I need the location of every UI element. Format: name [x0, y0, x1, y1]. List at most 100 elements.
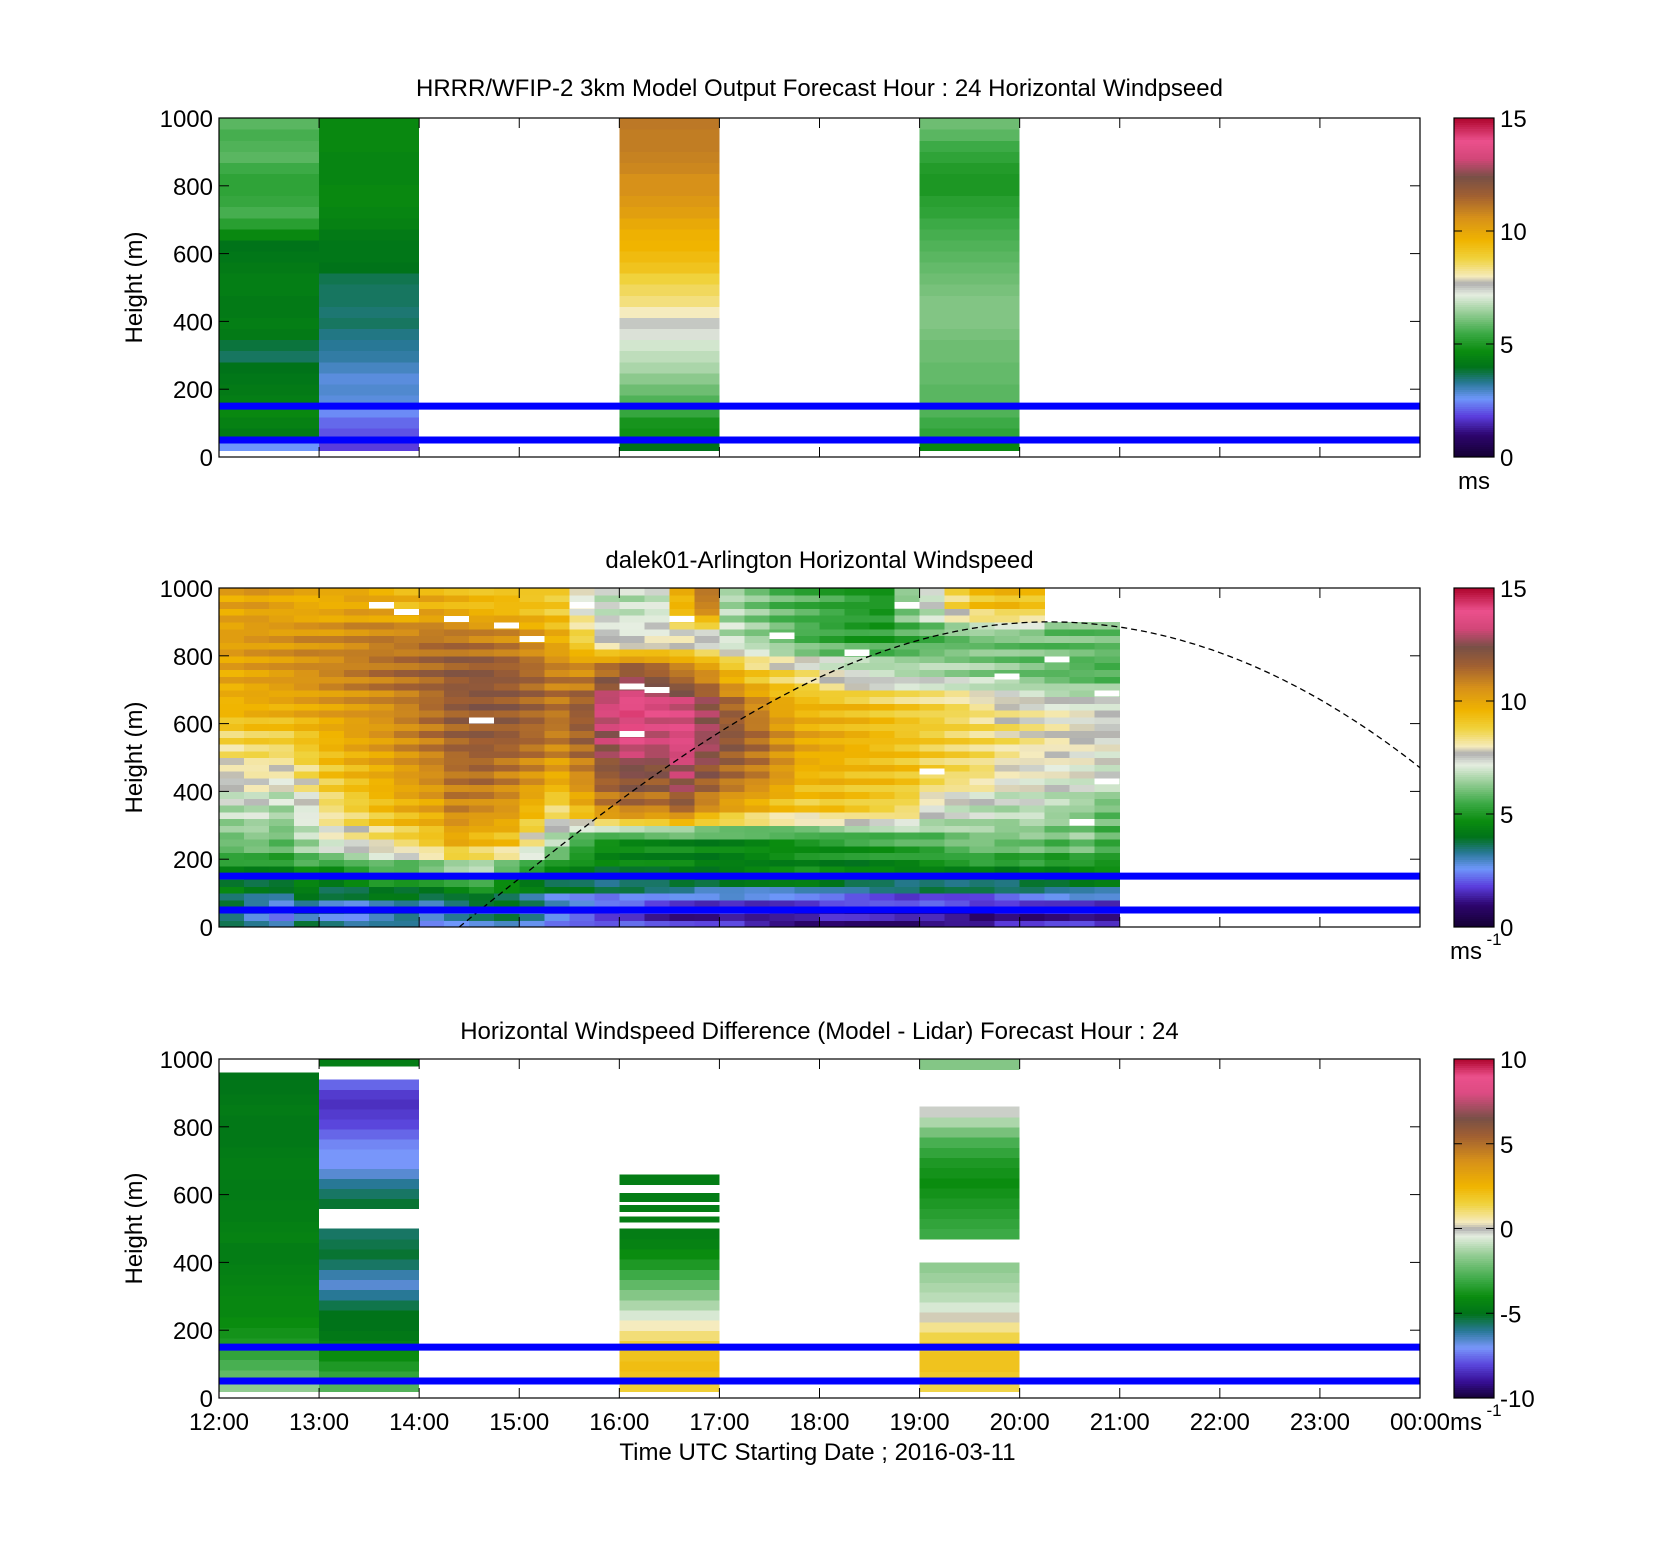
data-cell	[294, 628, 320, 637]
data-cell	[494, 838, 520, 847]
data-cell	[544, 716, 570, 725]
data-cell	[894, 920, 921, 928]
data-cell	[769, 608, 795, 616]
data-cell	[219, 757, 245, 765]
colorbar-swatch	[1454, 420, 1494, 424]
data-cell	[894, 628, 921, 637]
colorbar-swatch	[1454, 228, 1494, 231]
data-cell	[494, 649, 520, 657]
data-cell	[719, 859, 745, 867]
data-cell	[994, 743, 1021, 752]
data-cell	[419, 818, 445, 826]
data-cell	[894, 676, 921, 684]
data-cell	[819, 601, 845, 609]
data-cell	[319, 791, 345, 799]
data-cell	[619, 1174, 720, 1186]
data-cell	[819, 825, 845, 833]
colorbar-swatch	[1454, 359, 1494, 363]
colorbar-swatch	[1454, 181, 1494, 185]
data-cell	[369, 710, 395, 718]
data-cell	[319, 206, 420, 219]
data-cell	[994, 615, 1021, 623]
data-cell	[969, 879, 996, 887]
data-cell	[444, 777, 470, 786]
missing-data-cell	[519, 636, 545, 643]
colorbar-swatch	[1454, 1080, 1494, 1083]
data-cell	[1094, 879, 1121, 887]
data-cell	[794, 655, 820, 664]
colorbar-swatch	[1454, 213, 1494, 217]
data-cell	[619, 284, 720, 296]
data-cell	[794, 649, 820, 657]
data-cell	[819, 743, 845, 752]
data-cell	[869, 750, 895, 759]
data-cell	[319, 730, 345, 738]
data-cell	[269, 662, 295, 670]
data-cell	[519, 852, 545, 860]
colorbar-swatch	[1454, 683, 1494, 687]
colorbar-swatch	[1454, 850, 1494, 854]
data-cell	[519, 825, 545, 833]
data-cell	[844, 628, 870, 637]
colorbar-swatch	[1454, 162, 1494, 166]
data-cell	[619, 852, 645, 860]
colorbar-swatch	[1454, 1245, 1494, 1249]
colorbar-swatch	[1454, 721, 1494, 725]
colorbar-swatch	[1454, 765, 1494, 769]
data-cell	[619, 757, 645, 765]
data-cell	[619, 262, 720, 274]
colorbar-swatch	[1454, 1243, 1494, 1247]
data-cell	[744, 791, 770, 799]
data-cell	[519, 920, 545, 928]
data-cell	[819, 716, 845, 725]
data-cell	[219, 250, 320, 263]
colorbar-swatch	[1454, 120, 1494, 123]
colorbar-swatch	[1454, 283, 1494, 286]
data-cell	[1019, 710, 1046, 718]
colorbar-swatch	[1454, 151, 1494, 155]
data-cell	[494, 764, 520, 772]
colorbar-swatch	[1454, 190, 1494, 193]
data-cell	[219, 1146, 320, 1159]
data-cell	[719, 669, 745, 677]
data-cell	[969, 689, 996, 698]
data-cell	[1044, 635, 1071, 643]
data-cell	[219, 1072, 320, 1084]
data-cell	[219, 1348, 320, 1360]
data-cell	[494, 642, 520, 650]
data-cell	[969, 852, 996, 860]
data-cell	[894, 655, 921, 664]
data-cell	[394, 899, 420, 908]
colorbar-swatch	[1454, 143, 1494, 147]
colorbar-swatch	[1454, 1349, 1494, 1352]
data-cell	[669, 764, 695, 772]
data-cell	[619, 805, 645, 813]
data-cell	[794, 737, 820, 745]
data-cell	[919, 129, 1020, 141]
data-cell	[594, 696, 620, 704]
data-cell	[369, 689, 395, 698]
data-cell	[1069, 920, 1096, 928]
data-cell	[319, 350, 420, 363]
data-cell	[219, 1104, 320, 1116]
colorbar-swatch	[1454, 1141, 1494, 1145]
data-cell	[369, 730, 395, 738]
data-cell	[219, 913, 245, 921]
data-cell	[219, 832, 245, 840]
data-cell	[394, 655, 420, 664]
elevation-curve	[458, 621, 1421, 928]
data-cell	[969, 642, 996, 650]
data-cell	[344, 628, 370, 637]
data-cell	[469, 588, 495, 596]
data-cell	[869, 805, 895, 813]
data-cell	[1069, 825, 1096, 833]
data-cell	[319, 899, 345, 908]
data-cell	[544, 771, 570, 779]
data-cell	[744, 689, 770, 698]
data-cell	[519, 669, 545, 677]
data-cell	[469, 879, 495, 887]
data-cell	[469, 682, 495, 691]
colorbar-swatch	[1454, 801, 1494, 805]
colorbar-swatch	[1454, 924, 1494, 928]
data-cell	[294, 669, 320, 677]
